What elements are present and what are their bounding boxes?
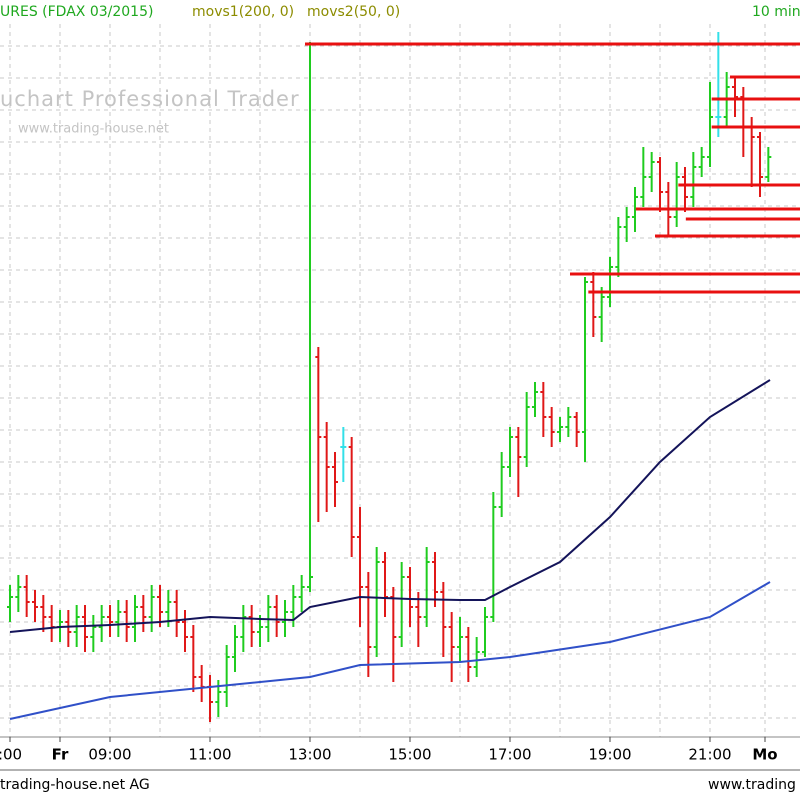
axis-bar (0, 737, 800, 800)
watermark-url: www.trading-house.net (18, 122, 169, 137)
legend-entry: movs2(50, 0) (307, 4, 400, 20)
x-tick-label: :00 (0, 746, 22, 764)
x-axis: :00 Fr 09:00 11:00 13:00 15:00 17:00 19:00 21:00… (0, 737, 778, 764)
x-tick-label: 19:00 (588, 746, 631, 764)
x-tick-label: 13:00 (288, 746, 331, 764)
chart-title: URES (FDAX 03/2015) (0, 4, 153, 20)
x-tick-label: 09:00 (88, 746, 131, 764)
footer-right: www.trading (708, 777, 796, 793)
x-tick-label: Fr (52, 746, 69, 764)
moving-average (9, 581, 771, 720)
x-tick-label: 15:00 (388, 746, 431, 764)
marks (7, 32, 800, 722)
header-bar (0, 0, 800, 24)
footer-left: trading-house.net AG (0, 777, 150, 793)
x-tick-label: 11:00 (188, 746, 231, 764)
x-tick-label: 17:00 (488, 746, 531, 764)
watermark: uchart Professional Trader (0, 87, 300, 111)
legend-entry: movs1(200, 0) (192, 4, 294, 20)
timeframe: 10 min (752, 4, 800, 20)
x-tick-label: Mo (752, 746, 777, 764)
moving-average (9, 379, 771, 633)
x-tick-label: 21:00 (688, 746, 731, 764)
